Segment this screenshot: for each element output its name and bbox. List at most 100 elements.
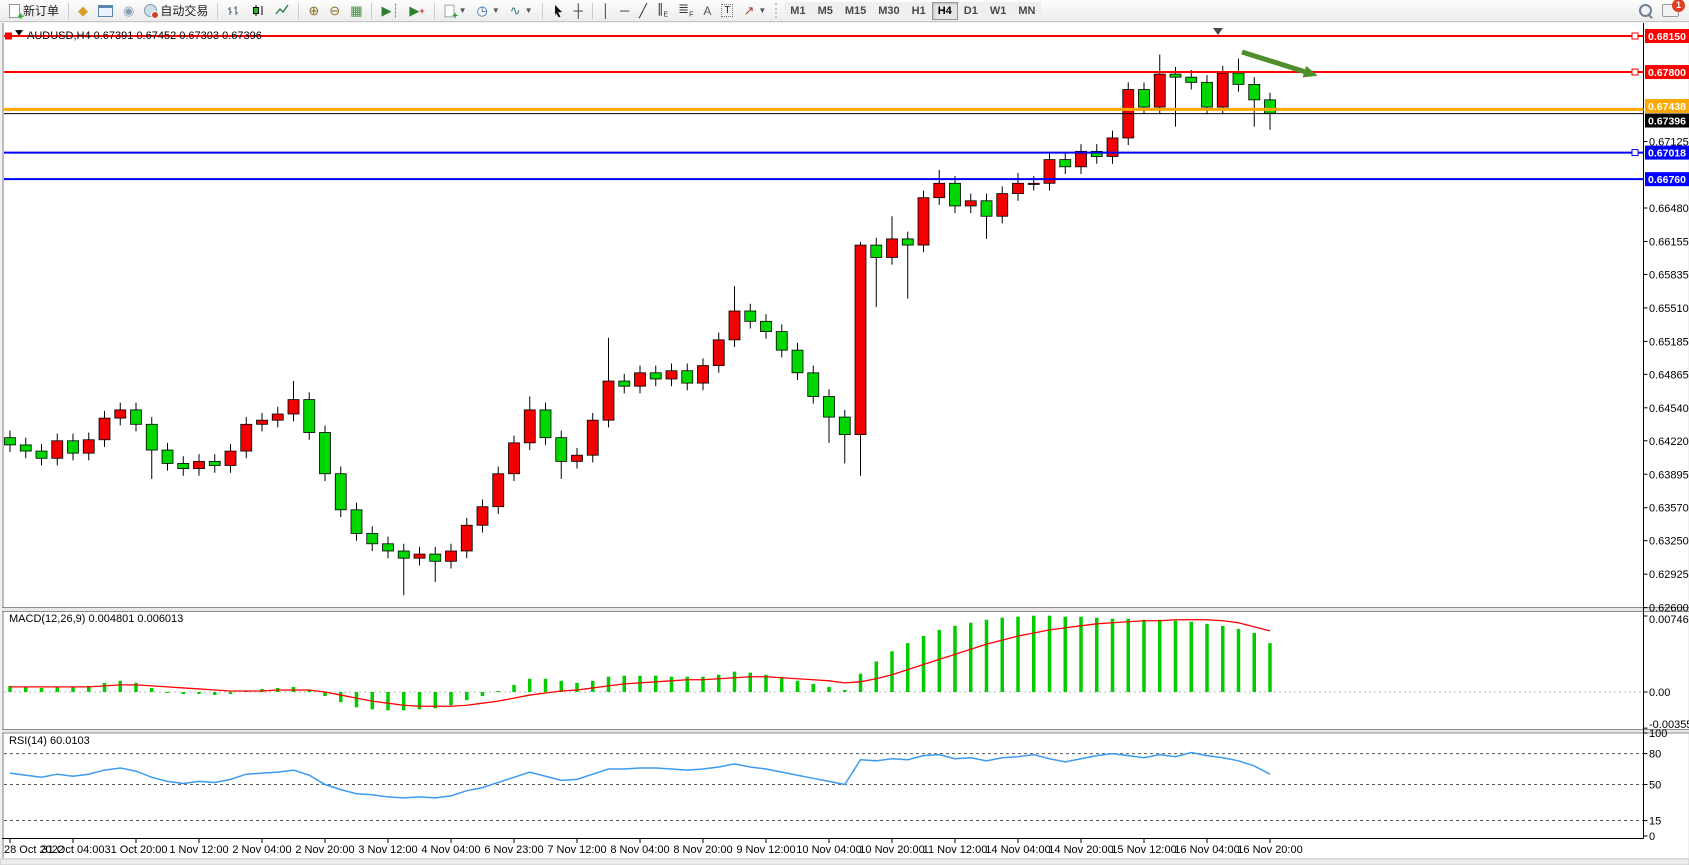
timeframe-mn-button[interactable]: MN	[1012, 1, 1042, 20]
resistance-line-2-handle[interactable]	[1631, 68, 1639, 76]
terminal-window-button[interactable]	[93, 1, 118, 21]
candle-down	[319, 432, 331, 475]
horizontal-line-button[interactable]: ─	[615, 1, 634, 21]
candle-up	[634, 372, 646, 387]
indicators-button[interactable]: ∿ ▼	[505, 1, 538, 21]
vertical-line-button[interactable]: │	[597, 1, 615, 21]
candle-down	[1169, 73, 1182, 78]
svg-text:0.66155: 0.66155	[1649, 236, 1689, 248]
trend-line-button[interactable]: ╱	[634, 1, 652, 21]
resistance-line-1-handle[interactable]	[5, 32, 12, 40]
svg-text:0: 0	[1649, 831, 1655, 843]
candle-down	[807, 372, 820, 397]
macd-histogram-bar	[1221, 625, 1225, 692]
candle-down	[303, 399, 316, 433]
support-line-blue-1-handle[interactable]	[1631, 149, 1639, 157]
macd-histogram-bar	[181, 692, 185, 695]
toolbar-tools: 新订单 ◆ ◉ 自动交易 ⊕⊖▦ ▶┊▶+ ▼◷▼∿▼ ┼ │─╱∥E≣FAT↗▼	[4, 1, 771, 23]
timeframe-d1-button[interactable]: D1	[957, 1, 984, 20]
symbol-marker-icon[interactable]	[15, 30, 23, 36]
macd-histogram-bar	[843, 689, 847, 692]
macd-signal-line	[10, 619, 1271, 707]
trend-arrow-annotation[interactable]	[1241, 49, 1306, 74]
new-order-button[interactable]: 新订单	[4, 1, 64, 23]
periods-button[interactable]: ◷ ▼	[472, 1, 505, 21]
signals-icon: ◉	[123, 3, 135, 18]
candle-up	[508, 442, 520, 475]
fibonacci-button[interactable]: ≣F	[673, 1, 698, 21]
timeframe-m30-button[interactable]: M30	[872, 1, 906, 20]
tile-windows-button[interactable]: ▦	[345, 1, 367, 21]
cursor-icon	[552, 4, 564, 18]
resistance-line-1-handle[interactable]	[1631, 32, 1639, 40]
chart-shift-button[interactable]: ▶ ┊	[376, 1, 404, 21]
macd-histogram-bar	[685, 676, 689, 692]
macd-histogram-bar	[339, 692, 343, 703]
toolbar-drag-handle	[775, 3, 780, 18]
candle-down	[1248, 84, 1261, 101]
timeframe-m5-button[interactable]: M5	[811, 1, 839, 20]
panel-separator[interactable]	[2, 729, 1689, 734]
candle-up	[964, 200, 977, 207]
zoom-out-button[interactable]: ⊖	[324, 1, 345, 21]
chart-shift-marker[interactable]	[1213, 28, 1223, 35]
signals-button[interactable]: ◉	[118, 1, 139, 21]
candle-up	[224, 450, 237, 466]
svg-text:0.65510: 0.65510	[1649, 303, 1689, 315]
indicators-icon: ∿	[509, 3, 521, 18]
auto-scroll-button[interactable]: ▶ +	[404, 1, 429, 21]
candle-up	[1043, 159, 1056, 184]
candle-up	[82, 439, 95, 454]
macd-histogram-bar	[512, 684, 516, 692]
text-label-button[interactable]: T	[716, 1, 738, 21]
toolbar-separator	[68, 2, 70, 19]
svg-text:4 Nov 04:00: 4 Nov 04:00	[421, 844, 480, 856]
timeframe-m1-button[interactable]: M1	[784, 1, 812, 20]
svg-text:80: 80	[1649, 749, 1661, 761]
crosshair-button[interactable]: ┼	[569, 1, 588, 21]
new-chart-button[interactable]: ▼	[439, 1, 472, 21]
candle-down	[760, 320, 772, 332]
panel-separator[interactable]	[2, 607, 1689, 612]
market-watch-button[interactable]: ◆	[73, 1, 93, 21]
candle-up	[51, 440, 64, 459]
candle-down	[539, 409, 552, 439]
auto-trading-button[interactable]: 自动交易	[139, 1, 213, 21]
periods-icon: ◷	[476, 3, 488, 18]
macd-histogram-bar	[858, 673, 863, 692]
svg-text:0.64220: 0.64220	[1649, 436, 1689, 448]
svg-text:0.64865: 0.64865	[1649, 369, 1689, 381]
svg-text:0.67800: 0.67800	[1648, 67, 1686, 79]
candle-down	[1264, 99, 1276, 114]
candle-up	[854, 244, 867, 436]
macd-histogram-bar	[134, 682, 138, 692]
cursor-button[interactable]	[547, 1, 569, 21]
macd-histogram-bar	[71, 686, 75, 692]
macd-histogram-bar	[543, 678, 548, 692]
candle-down	[1059, 159, 1072, 168]
search-icon[interactable]	[1639, 4, 1652, 17]
macd-histogram-bar	[1158, 619, 1162, 692]
timeframe-h4-button[interactable]: H4	[931, 1, 958, 20]
zoom-in-button[interactable]: ⊕	[303, 1, 324, 21]
candle-down	[901, 238, 914, 246]
timeframe-h1-button[interactable]: H1	[905, 1, 932, 20]
svg-text:0.67125: 0.67125	[1649, 137, 1689, 149]
bar-chart-button[interactable]	[222, 1, 246, 21]
candle-up	[886, 238, 898, 258]
equidistant-channel-button[interactable]: ∥E	[652, 1, 673, 21]
notifications-icon[interactable]: 1	[1662, 0, 1685, 17]
timeframe-m15-button[interactable]: M15	[838, 1, 873, 20]
arrows-button[interactable]: ↗ ▼	[738, 1, 771, 21]
svg-text:0.63570: 0.63570	[1649, 503, 1689, 515]
candlestick-chart-button[interactable]	[246, 1, 270, 21]
candle-up	[1153, 73, 1166, 108]
text-button[interactable]: A	[698, 1, 716, 21]
timeframe-w1-button[interactable]: W1	[983, 1, 1013, 20]
candlestick-chart-icon	[251, 4, 265, 17]
resistance-line-1-price-badge	[1645, 28, 1689, 43]
line-chart-button[interactable]	[270, 1, 294, 21]
macd-histogram-bar	[1063, 616, 1067, 692]
support-line-blue-1-price-badge	[1645, 145, 1689, 160]
